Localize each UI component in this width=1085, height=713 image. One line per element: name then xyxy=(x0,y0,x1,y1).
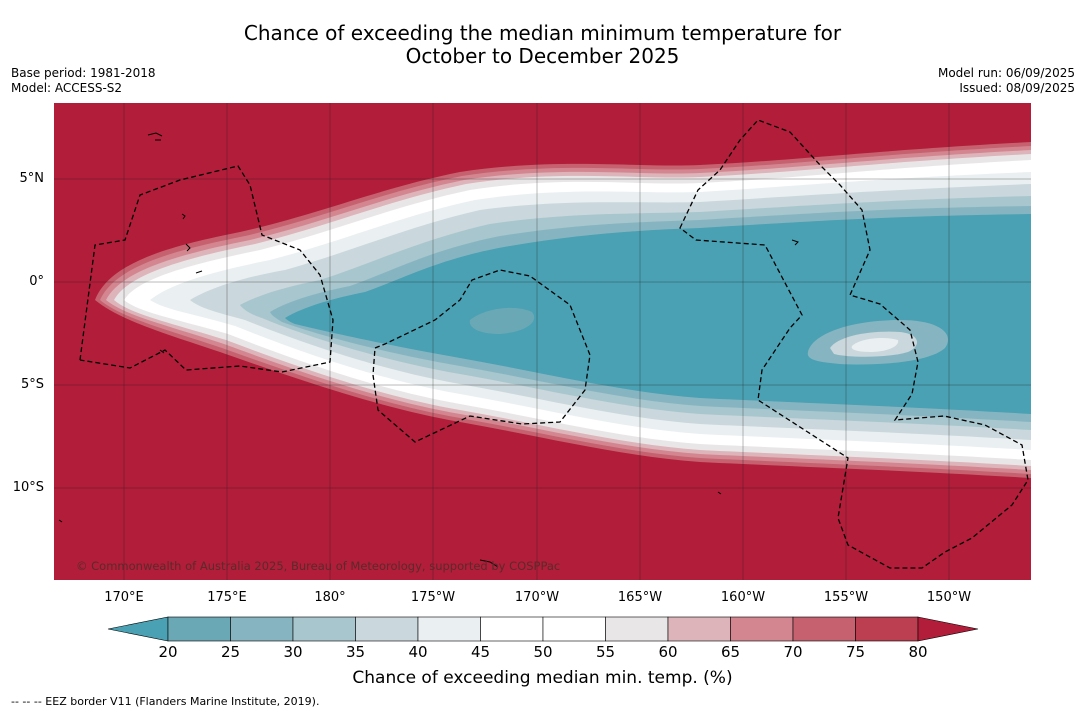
colorbar-tick: 30 xyxy=(283,643,303,661)
lat-label-5s: 5°S xyxy=(20,377,44,392)
lon-label-155w: 155°W xyxy=(823,590,869,605)
colorbar-tick: 40 xyxy=(408,643,428,661)
lon-label-175e: 175°E xyxy=(207,590,247,605)
colorbar-segment xyxy=(605,616,669,642)
lon-label-170w: 170°W xyxy=(514,590,560,605)
colorbar-tick: 50 xyxy=(533,643,553,661)
colorbar-tick: 35 xyxy=(345,643,366,661)
lon-label-150w: 150°W xyxy=(926,590,972,605)
map-title: Chance of exceeding the median minimum t… xyxy=(0,22,1085,68)
colorbar-tick: 45 xyxy=(470,643,491,661)
colorbar-tick: 55 xyxy=(595,643,616,661)
colorbar-tick: 80 xyxy=(908,643,928,661)
colorbar-segment xyxy=(355,616,419,642)
colorbar-segment xyxy=(730,616,794,642)
colorbar-under-arrow xyxy=(107,616,169,642)
colorbar-segment xyxy=(230,616,294,642)
colorbar-tick: 60 xyxy=(658,643,678,661)
eez-legend-note: -- -- -- EEZ border V11 (Flanders Marine… xyxy=(11,695,320,708)
model-run: Model run: 06/09/2025 xyxy=(937,66,1075,80)
meta-right: Model run: 06/09/2025 Issued: 08/09/2025 xyxy=(938,66,1075,96)
colorbar-segment xyxy=(167,616,231,642)
colorbar-segment xyxy=(292,616,356,642)
meta-left: Base period: 1981-2018 Model: ACCESS-S2 xyxy=(11,66,156,96)
lat-label-10s: 10°S xyxy=(12,480,44,495)
lat-label-0: 0° xyxy=(29,274,44,289)
lon-label-175w: 175°W xyxy=(410,590,456,605)
colorbar-tick: 25 xyxy=(220,643,241,661)
base-period: Base period: 1981-2018 xyxy=(11,66,156,80)
lon-label-160w: 160°W xyxy=(720,590,766,605)
islands xyxy=(58,132,799,568)
colorbar-tick: 65 xyxy=(720,643,741,661)
issued-date: Issued: 08/09/2025 xyxy=(959,81,1075,95)
colorbar-tick: 75 xyxy=(845,643,866,661)
colorbar-segment xyxy=(667,616,731,642)
colorbar-title: Chance of exceeding median min. temp. (%… xyxy=(352,668,733,688)
colorbar-segment xyxy=(480,616,544,642)
lon-label-180: 180° xyxy=(314,590,346,605)
colorbar-segment xyxy=(542,616,606,642)
colorbar-over-arrow xyxy=(917,616,979,642)
colorbar-segment xyxy=(855,616,919,642)
lat-label-5n: 5°N xyxy=(19,171,45,186)
colorbar-segment xyxy=(417,616,481,642)
title-line-2: October to December 2025 xyxy=(405,44,680,68)
inner-patch-west xyxy=(469,307,535,334)
colorbar-tick: 70 xyxy=(783,643,803,661)
model-name: Model: ACCESS-S2 xyxy=(11,81,123,95)
title-line-1: Chance of exceeding the median minimum t… xyxy=(243,21,842,45)
colorbar xyxy=(107,616,979,642)
eez-borders xyxy=(79,119,1029,569)
copyright-notice: © Commonwealth of Australia 2025, Bureau… xyxy=(76,559,561,573)
map-panel xyxy=(54,103,1031,580)
gridlines xyxy=(54,103,1031,580)
lon-label-165w: 165°W xyxy=(617,590,663,605)
lon-label-170e: 170°E xyxy=(104,590,144,605)
colorbar-segment xyxy=(792,616,856,642)
inner-patch-east-3 xyxy=(851,338,899,352)
colorbar-tick: 20 xyxy=(158,643,178,661)
